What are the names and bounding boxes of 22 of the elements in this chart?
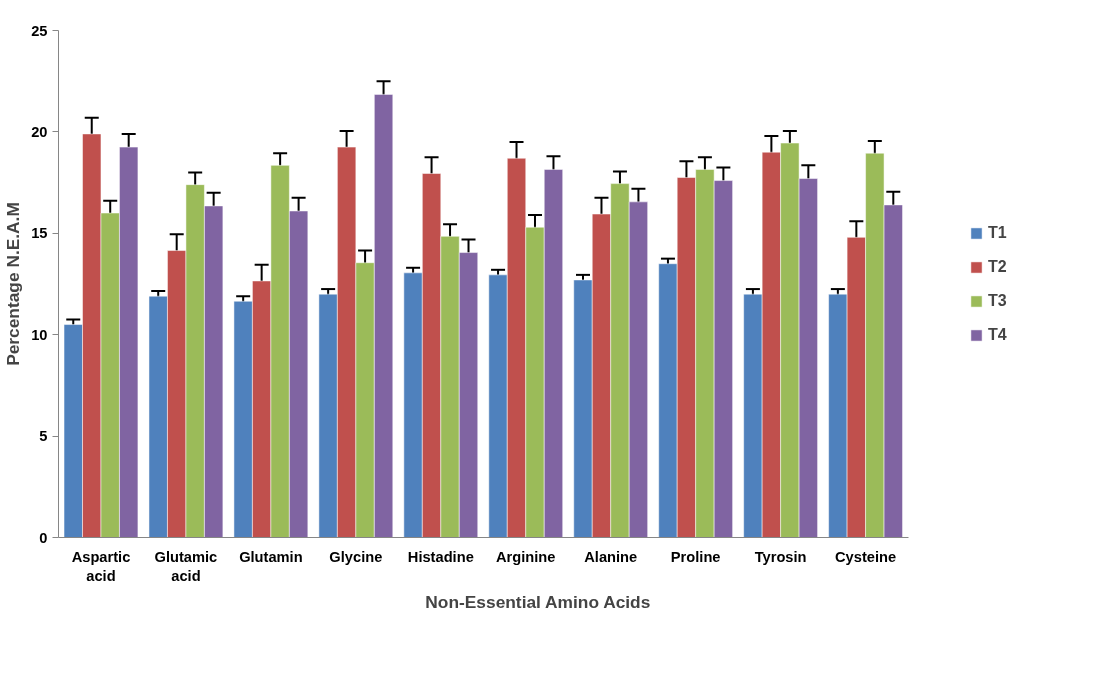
x-tick-label: Aspartic acid xyxy=(71,548,131,584)
y-tick-label: 5 xyxy=(39,428,48,445)
legend-label: T4 xyxy=(988,325,1008,344)
x-tick-label: Alanine xyxy=(584,548,638,565)
x-tick-label: Glutamin xyxy=(239,548,303,565)
x-tick-label: Glutamic acid xyxy=(154,548,218,584)
x-tick-label: Glycine xyxy=(329,548,383,565)
legend-label: T3 xyxy=(988,291,1008,310)
x-axis-title: Non-Essential Amino Acids xyxy=(425,591,651,612)
legend-label: T2 xyxy=(988,257,1008,276)
y-axis-title: Percentage N.E.A.M xyxy=(3,202,24,366)
legend-label: T1 xyxy=(988,223,1008,242)
y-tick-label: 20 xyxy=(31,123,48,140)
y-tick-label: 25 xyxy=(31,22,48,39)
y-tick-label: 15 xyxy=(31,225,48,242)
x-tick-label: Cysteine xyxy=(835,548,897,565)
x-tick-label: Tyrosin xyxy=(754,548,807,565)
y-tick-label: 10 xyxy=(31,326,48,343)
x-tick-label: Histadine xyxy=(407,548,474,565)
x-tick-label: Arginine xyxy=(496,548,556,565)
x-tick-label: Proline xyxy=(670,548,721,565)
y-tick-label: 0 xyxy=(39,529,48,546)
